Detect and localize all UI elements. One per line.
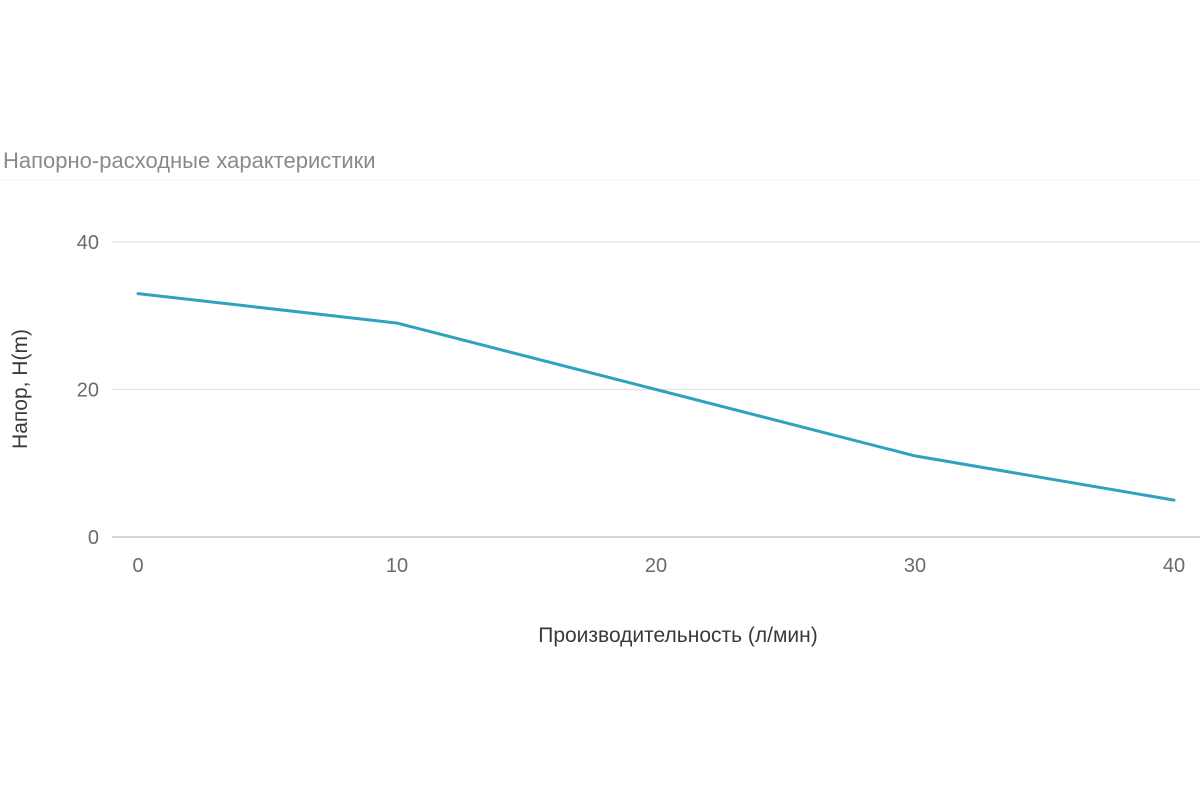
chart-title: Напорно-расходные характеристики (3, 148, 376, 173)
x-tick-label: 0 (132, 555, 143, 577)
y-axis-label: Напор, H(m) (9, 329, 32, 449)
x-axis-ticks: 0 10 20 30 40 (132, 555, 1185, 577)
x-tick-label: 20 (645, 555, 667, 577)
y-axis-ticks: 0 20 40 (77, 232, 99, 549)
y-tick-label: 0 (88, 527, 99, 549)
y-tick-label: 20 (77, 380, 99, 402)
x-tick-label: 10 (386, 555, 408, 577)
x-tick-label: 40 (1163, 555, 1185, 577)
x-axis-label: Производительность (л/мин) (538, 624, 818, 647)
x-tick-label: 30 (904, 555, 926, 577)
y-tick-label: 40 (77, 232, 99, 254)
series-line (136, 292, 1176, 502)
series-layer (136, 292, 1176, 502)
